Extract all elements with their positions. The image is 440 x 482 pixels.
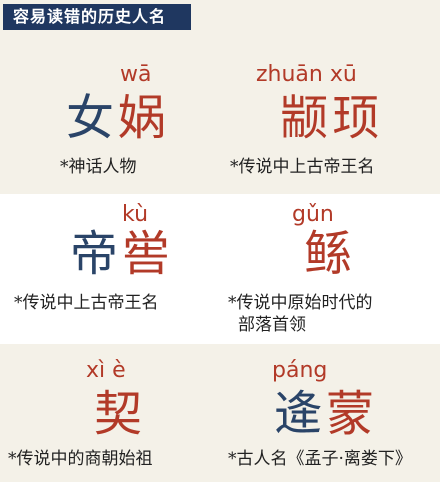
pinyin-label: wā — [120, 62, 152, 87]
entry-card: zhuān xū 颛顼 *传说中上古帝王名 — [220, 34, 440, 194]
page-title: 容易读错的历史人名 — [3, 4, 191, 30]
note-text: *传说中原始时代的 部落首领 — [228, 292, 373, 336]
entry-row: kù 帝喾 *传说中上古帝王名 gǔn 鲧 *传说中原始时代的 部落首领 — [0, 194, 440, 344]
header: 容易读错的历史人名 — [0, 0, 440, 35]
name-text: 颛顼 — [280, 94, 384, 142]
name-char: 顼 — [332, 90, 385, 146]
name-text: 女娲 — [66, 94, 170, 142]
name-char: 女 — [66, 90, 119, 146]
entry-card: gǔn 鲧 *传说中原始时代的 部落首领 — [220, 194, 440, 344]
note-line: *传说中原始时代的 — [228, 293, 373, 313]
name-char: 娲 — [118, 90, 171, 146]
pinyin-label: xì è — [86, 358, 126, 383]
note-text: *传说中上古帝王名 — [230, 157, 375, 177]
entry-row: xì è 契 *传说中的商朝始祖 páng 逄蒙 *古人名《孟子·离娄下》 — [0, 344, 440, 482]
name-char: 帝 — [70, 226, 123, 282]
pinyin-label: kù — [122, 202, 149, 227]
name-char: 契 — [94, 386, 147, 442]
name-char: 颛 — [280, 90, 333, 146]
note-line: 部落首领 — [238, 315, 306, 335]
name-text: 逄蒙 — [274, 390, 378, 438]
note-text: *传说中上古帝王名 — [14, 293, 159, 313]
note-text: *神话人物 — [60, 157, 137, 177]
entry-card: kù 帝喾 *传说中上古帝王名 — [0, 194, 220, 344]
entry-card: wā 女娲 *神话人物 — [0, 34, 220, 194]
entry-card: xì è 契 *传说中的商朝始祖 — [0, 344, 220, 482]
pinyin-label: zhuān xū — [256, 62, 357, 87]
name-text: 鲧 — [304, 230, 356, 278]
name-char: 蒙 — [326, 386, 379, 442]
note-text: *传说中的商朝始祖 — [8, 449, 153, 469]
entry-card: páng 逄蒙 *古人名《孟子·离娄下》 — [220, 344, 440, 482]
name-char: 喾 — [122, 226, 175, 282]
pinyin-label: gǔn — [292, 202, 334, 227]
name-text: 契 — [94, 390, 146, 438]
name-char: 鲧 — [304, 226, 357, 282]
note-text: *古人名《孟子·离娄下》 — [228, 449, 412, 469]
name-text: 帝喾 — [70, 230, 174, 278]
entry-row: wā 女娲 *神话人物 zhuān xū 颛顼 *传说中上古帝王名 — [0, 34, 440, 194]
pinyin-label: páng — [272, 358, 328, 383]
name-char: 逄 — [274, 386, 327, 442]
